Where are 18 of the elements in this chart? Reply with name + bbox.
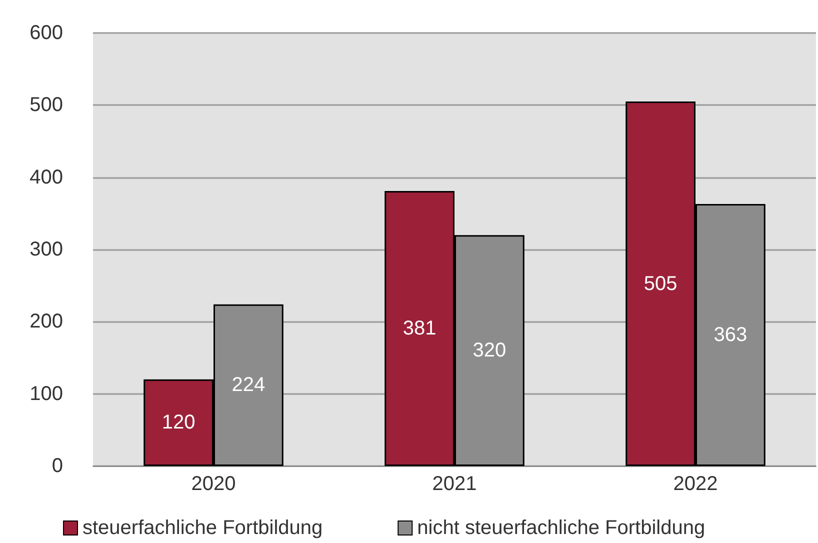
x-tick-label: 2021: [432, 473, 477, 495]
data-label: 505: [644, 272, 678, 295]
y-tick-label: 0: [52, 455, 63, 477]
y-tick-label: 200: [30, 310, 63, 333]
y-tick-label: 500: [30, 94, 63, 116]
data-label: 320: [472, 340, 506, 362]
data-label: 224: [232, 374, 266, 396]
y-tick-label: 600: [30, 22, 63, 44]
x-tick-label: 2022: [673, 473, 718, 495]
data-label: 381: [402, 318, 436, 340]
y-tick-label: 300: [30, 238, 63, 260]
x-tick-label: 2020: [191, 473, 236, 495]
legend-label: nicht steuerfachliche Fortbildung: [417, 517, 706, 539]
data-label: 120: [162, 412, 196, 434]
legend-label: steuerfachliche Fortbildung: [82, 517, 323, 539]
y-tick-label: 100: [30, 382, 63, 405]
data-label: 363: [714, 324, 748, 346]
y-tick-label: 400: [30, 166, 63, 188]
